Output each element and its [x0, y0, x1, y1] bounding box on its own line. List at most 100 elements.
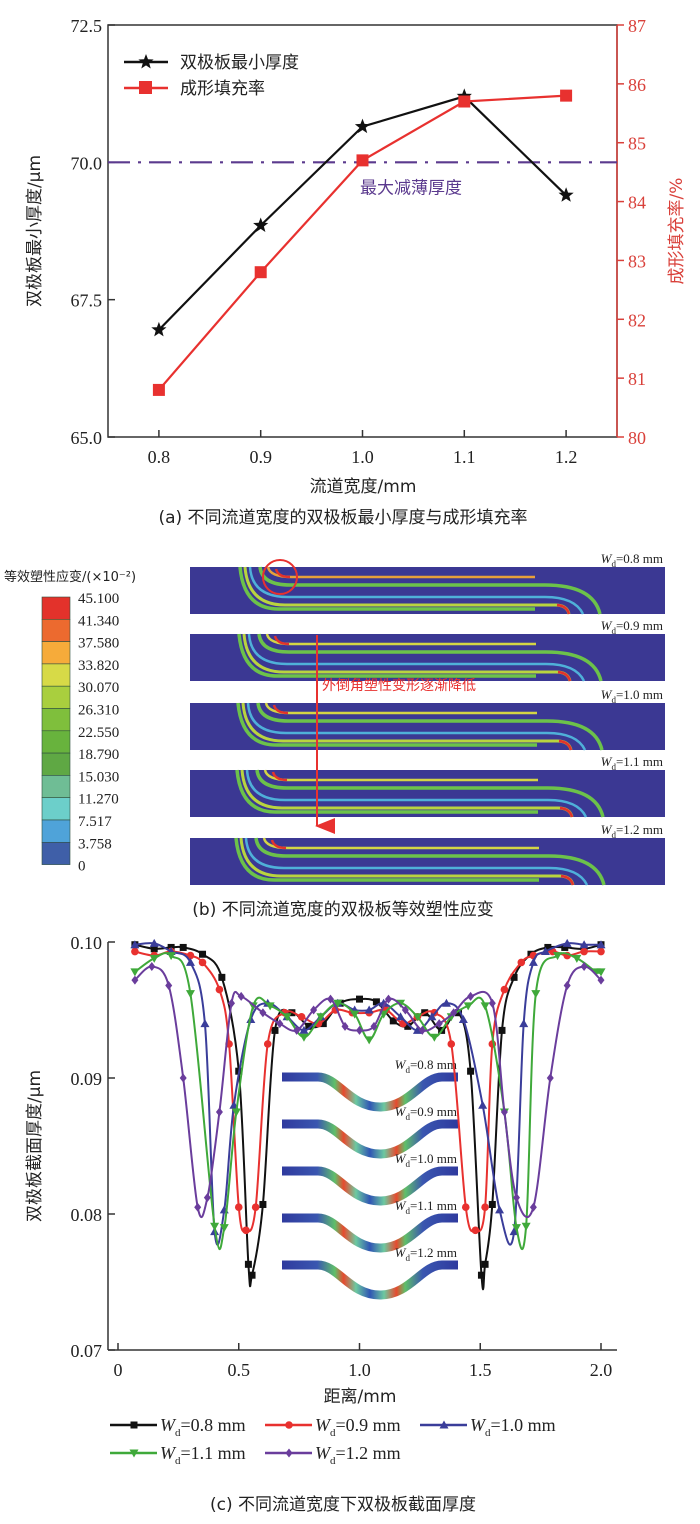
inset-label: Wd=1.2 mm [395, 1245, 457, 1263]
data-point-diamond [228, 998, 236, 1008]
data-point-square [356, 995, 363, 1003]
colorbar-segment [41, 596, 71, 620]
channel-outer [238, 566, 535, 611]
y-right-tick-label: 84 [628, 193, 646, 213]
data-point-square [271, 1026, 279, 1034]
strain-panel: Wd=1.0 mm [190, 687, 665, 751]
data-point-diamond [179, 1073, 187, 1083]
data-point-triangle [579, 940, 589, 949]
data-point-triangle-down [210, 1222, 220, 1231]
data-point-triangle [185, 957, 195, 966]
y-tick-label: 0.10 [71, 933, 103, 953]
data-point-square [259, 1200, 267, 1208]
colorbar-segment [41, 841, 71, 865]
colorbar-label: 37.580 [78, 636, 119, 652]
data-point-triangle [478, 1100, 488, 1109]
legend-label-thickness: 双极板最小厚度 [180, 53, 299, 73]
data-point-diamond [327, 994, 335, 1004]
cross-section-shape [282, 1260, 458, 1300]
hotspot-right [560, 874, 575, 886]
data-point-triangle-down [480, 1002, 490, 1011]
y-tick-label: 0.08 [71, 1205, 103, 1225]
hotspot-left [272, 704, 289, 715]
y-right-tick-label: 80 [628, 428, 646, 448]
data-point-triangle-down [166, 952, 176, 961]
colorbar-segment [41, 775, 71, 799]
data-point-star [354, 118, 371, 134]
y-right-tick-label: 82 [628, 310, 646, 330]
caption-a: (a) 不同流道宽度的双极板最小厚度与成形填充率 [158, 508, 527, 528]
cross-section-shape [282, 1213, 458, 1253]
data-point-triangle [528, 957, 538, 966]
data-point-triangle-down [149, 954, 159, 963]
data-point-triangle-down [531, 990, 541, 999]
data-point-triangle-down [282, 1013, 292, 1022]
channel-upper [258, 566, 602, 615]
data-point-triangle-down [350, 1010, 360, 1019]
cross-section-inset: Wd=1.1 mm [282, 1198, 458, 1253]
data-point-square [477, 1271, 485, 1279]
data-point-square [481, 1260, 489, 1268]
data-point-triangle-down [596, 968, 606, 977]
data-point-square [319, 1020, 327, 1028]
data-point-square [467, 1067, 475, 1075]
channel-upper [255, 769, 605, 818]
data-point-triangle [439, 1420, 449, 1429]
data-point-triangle [396, 1012, 406, 1021]
data-point-square [455, 1009, 463, 1017]
data-point-square [372, 998, 380, 1006]
x-tick-label: 1.0 [348, 1360, 371, 1380]
colorbar-label: 3.758 [78, 836, 112, 852]
data-point-square [510, 973, 518, 981]
colorbar-title: 等效塑性应变/(×10⁻²) [4, 569, 136, 585]
y-left-tick-label: 65.0 [71, 428, 103, 448]
colorbar-label: 26.310 [78, 703, 119, 719]
data-point-triangle [458, 1015, 468, 1024]
inset-label: Wd=0.8 mm [395, 1057, 457, 1075]
data-point-triangle-down [265, 1002, 275, 1011]
data-point-triangle [519, 1019, 529, 1028]
y-right-tick-label: 83 [628, 251, 646, 271]
data-point-triangle [427, 1012, 437, 1021]
data-point-circle [580, 947, 588, 956]
colorbar-segment [41, 708, 71, 732]
x-axis-title: 距离/mm [324, 1387, 397, 1407]
data-point-diamond [131, 975, 139, 985]
x-tick-label: 2.0 [590, 1360, 613, 1380]
data-point-triangle [149, 938, 159, 947]
panel-label: Wd=1.2 mm [601, 822, 663, 840]
data-point-triangle-down [553, 952, 563, 961]
data-point-circle [263, 1040, 272, 1048]
x-tick-label: 0.5 [228, 1360, 251, 1380]
hotspot-left [274, 568, 291, 579]
series-line [134, 952, 602, 1251]
y-right-tick-label: 85 [628, 134, 646, 154]
data-point-square [488, 1200, 496, 1208]
channel-middle [248, 566, 585, 615]
data-point-diamond [488, 998, 496, 1008]
data-point-square [179, 943, 187, 951]
colorbar-label: 18.790 [78, 747, 119, 763]
legend-label-fill-rate: 成形填充率 [180, 79, 265, 99]
data-point-triangle-down [429, 1033, 439, 1042]
data-point-triangle-down [185, 990, 195, 999]
y-right-tick-label: 81 [628, 369, 646, 389]
colorbar-label: 7.517 [78, 814, 112, 830]
panel-label: Wd=1.1 mm [601, 754, 663, 772]
legend-label: Wd=0.8 mm [160, 1415, 246, 1439]
channel-middle [246, 702, 587, 751]
data-point-triangle-down [231, 1108, 241, 1117]
y-left-tick-label: 72.5 [71, 16, 103, 36]
data-point-triangle [509, 1227, 519, 1236]
cross-section-shape [282, 1119, 458, 1159]
channel-middle [247, 633, 586, 682]
data-point-diamond [370, 1021, 378, 1031]
hotspot-right [556, 603, 571, 615]
hotspot-left [273, 635, 290, 646]
channel-upper [257, 633, 603, 682]
data-point-diamond [215, 1107, 223, 1117]
data-point-diamond [529, 1202, 537, 1212]
channel-top [262, 837, 539, 850]
x-tick-label: 0.8 [148, 447, 171, 467]
cross-section-inset: Wd=1.0 mm [282, 1151, 458, 1206]
